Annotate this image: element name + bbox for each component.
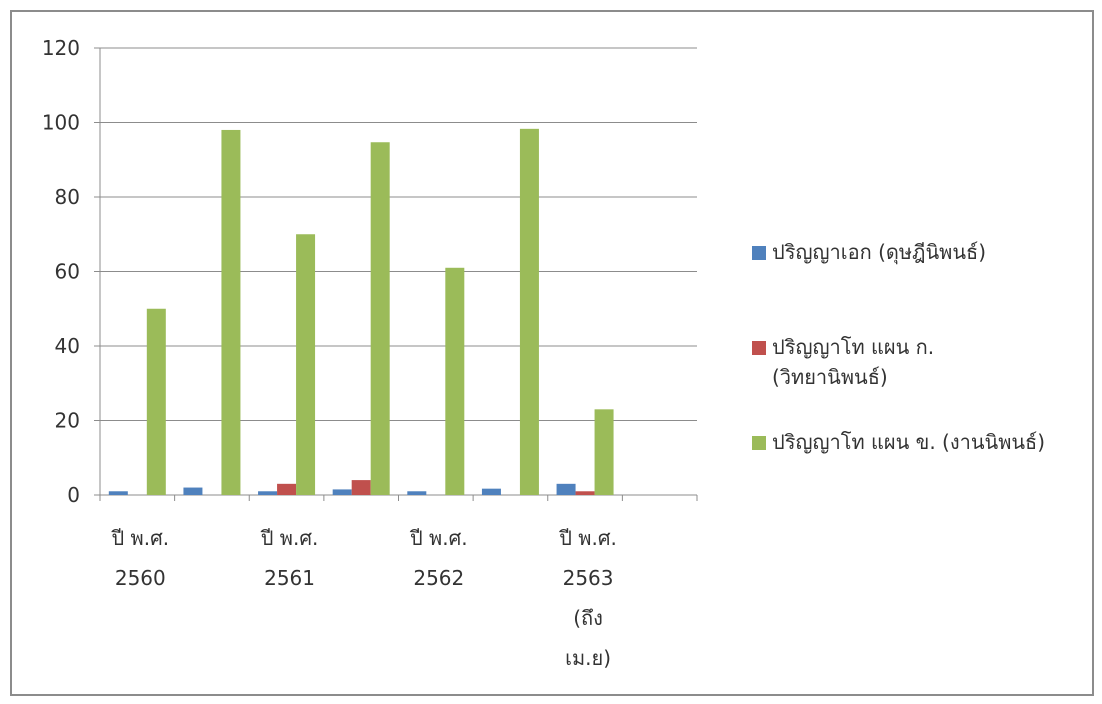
bar-phd: [481, 488, 501, 495]
bar-chart: 0 20 40 60 80 100 120 ปี พ.ศ. 2560 ปี พ.ศ. 2561 ปี …: [42, 36, 698, 670]
bar-phd: [556, 483, 576, 495]
chart-frame: 0 20 40 60 80 100 120 ปี พ.ศ. 2560 ปี พ.ศ. 2561 ปี …: [10, 10, 1094, 696]
legend-item-master-plan-a: ปริญญาโท แผน ก. (วิทยานิพนธ์): [752, 332, 934, 392]
x-tick-label: ปี พ.ศ.: [559, 526, 617, 550]
x-tick-label: ปี พ.ศ.: [260, 526, 318, 550]
x-tick-label: 2560: [115, 566, 166, 590]
bar-master-plan-b: [594, 409, 614, 495]
bar-master-plan-b: [370, 142, 390, 495]
y-tick-label: 80: [55, 185, 80, 209]
y-tick-label: 0: [67, 483, 80, 507]
legend-label-master-plan-a: ปริญญาโท แผน ก. (วิทยานิพนธ์): [772, 335, 935, 389]
bar-master-plan-b: [221, 129, 241, 495]
legend-swatch-phd: [752, 246, 766, 260]
bar-master-plan-a: [277, 483, 297, 495]
x-tick-label: 2562: [413, 566, 464, 590]
bar-phd: [258, 491, 278, 495]
y-tick-label: 40: [55, 334, 80, 358]
y-tick-label: 120: [42, 36, 80, 60]
legend-label-phd: ปริญญาเอก (ดุษฎีนิพนธ์): [772, 240, 987, 264]
bar-phd: [407, 491, 427, 495]
legend-item-master-plan-b: ปริญญาโท แผน ข. (งานนิพนธ์): [752, 427, 1045, 457]
bar-master-plan-a: [351, 480, 371, 495]
bar-phd: [183, 487, 203, 495]
x-tick-label: ปี พ.ศ.: [111, 526, 169, 550]
bar-master-plan-b: [445, 267, 465, 495]
x-tick-label: เม.ย): [565, 646, 611, 670]
bar-master-plan-b: [519, 128, 539, 495]
bar-master-plan-b: [296, 234, 316, 495]
y-tick-label: 20: [55, 409, 80, 433]
bar-phd: [108, 491, 128, 495]
bar-master-plan-b: [146, 308, 166, 495]
legend-item-phd: ปริญญาเอก (ดุษฎีนิพนธ์): [752, 237, 986, 267]
x-tick-label: 2561: [264, 566, 315, 590]
bar-master-plan-a: [575, 491, 595, 495]
x-tick-label: 2563: [563, 566, 614, 590]
y-tick-label: 60: [55, 260, 80, 284]
x-tick-label: (ถึง: [573, 606, 603, 630]
legend-swatch-master-plan-a: [752, 341, 766, 355]
legend-swatch-master-plan-b: [752, 436, 766, 450]
y-tick-label: 100: [42, 111, 80, 135]
bar-phd: [332, 489, 352, 495]
legend-label-master-plan-b: ปริญญาโท แผน ข. (งานนิพนธ์): [772, 430, 1046, 454]
x-tick-label: ปี พ.ศ.: [410, 526, 468, 550]
